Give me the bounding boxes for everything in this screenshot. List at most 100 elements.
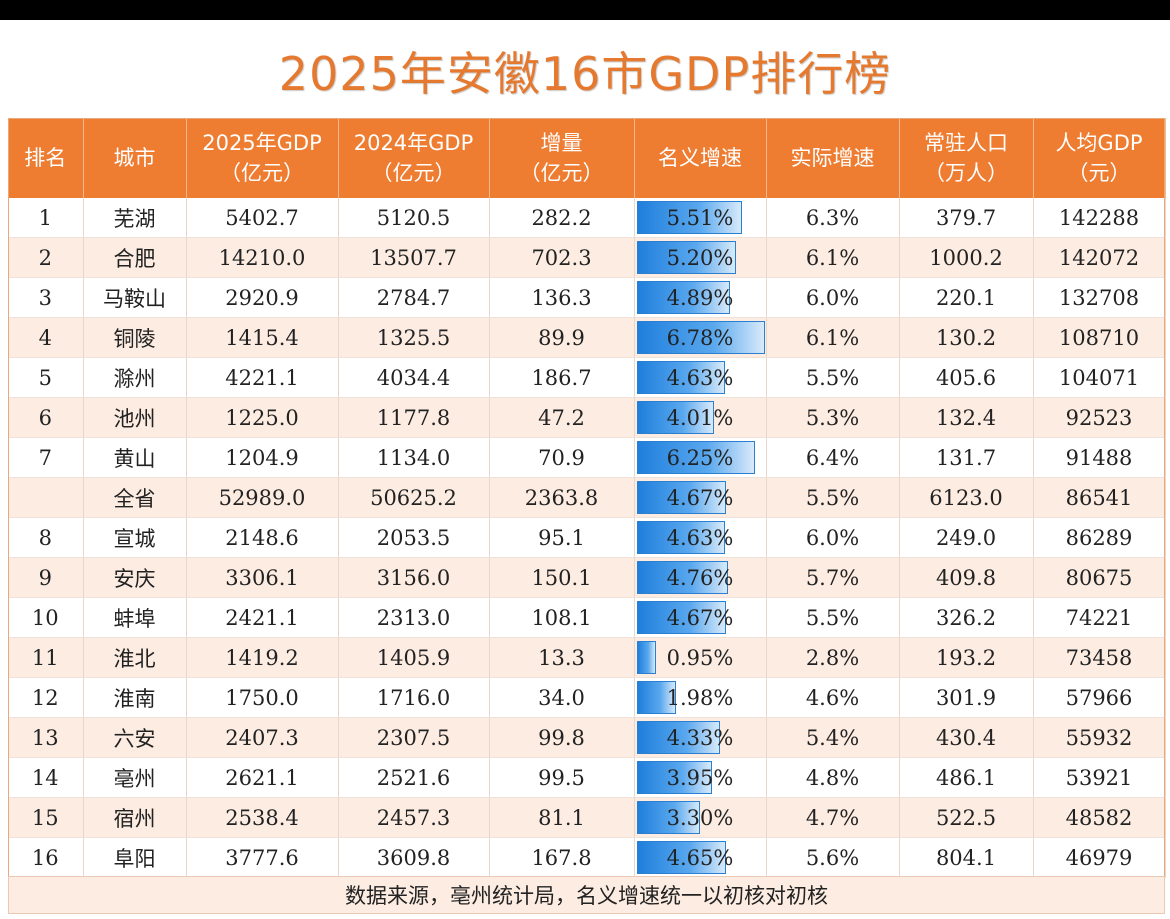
header-label: （亿元）: [519, 161, 604, 185]
data-bar: [636, 481, 726, 514]
cell-gdp-per-capita: 74221: [1033, 597, 1166, 638]
data-bar: [636, 241, 736, 274]
page-title: 2025年安徽16市GDP排行榜: [278, 47, 892, 101]
cell-population: 430.4: [899, 717, 1034, 758]
cell-rank: 15: [8, 797, 84, 838]
cell-nominal-growth: 4.33%: [634, 717, 767, 758]
table-row: 7 黄山 1204.9 1134.0 70.9 6.25% 6.4% 131.7 91488: [8, 437, 1166, 478]
cell-nominal-growth: 6.78%: [634, 317, 767, 358]
cell-real-growth: 6.0%: [766, 517, 900, 558]
cell-city: 黄山: [83, 437, 187, 478]
cell-gdp-2024: 1134.0: [338, 437, 490, 478]
data-bar-label: 4.63%: [666, 525, 734, 550]
header-label: 常驻人口: [924, 131, 1008, 155]
cell-nominal-growth: 4.67%: [634, 477, 767, 518]
table-row: 14 亳州 2621.1 2521.6 99.5 3.95% 4.8% 486.1 53921: [8, 757, 1166, 798]
cell-gdp-2024: 1716.0: [338, 677, 490, 718]
cell-city: 亳州: [83, 757, 187, 798]
cell-population: 301.9: [899, 677, 1034, 718]
cell-increase: 702.3: [489, 237, 635, 278]
cell-rank: 14: [8, 757, 84, 798]
header-rank: 排名: [8, 118, 84, 198]
cell-population: 193.2: [899, 637, 1034, 678]
cell-population: 409.8: [899, 557, 1034, 598]
cell-gdp-2024: 2521.6: [338, 757, 490, 798]
cell-nominal-growth: 0.95%: [634, 637, 767, 678]
data-bar: [636, 801, 701, 834]
cell-gdp-2024: 5120.5: [338, 198, 490, 238]
data-bar-label: 4.67%: [666, 605, 734, 630]
cell-gdp-2024: 3609.8: [338, 837, 490, 878]
cell-real-growth: 6.4%: [766, 437, 900, 478]
cell-real-growth: 5.5%: [766, 597, 900, 638]
cell-rank: 8: [8, 517, 84, 558]
cell-gdp-per-capita: 86289: [1033, 517, 1166, 558]
cell-gdp-per-capita: 91488: [1033, 437, 1166, 478]
cell-gdp-2024: 2053.5: [338, 517, 490, 558]
cell-nominal-growth: 6.25%: [634, 437, 767, 478]
cell-real-growth: 5.3%: [766, 397, 900, 438]
data-bar: [636, 521, 726, 554]
header-label: （元）: [1067, 161, 1131, 185]
header-row: 排名 城市 2025年GDP （亿元） 2024年GDP （亿元） 增量 （亿元） 名义增速 实际…: [8, 118, 1166, 198]
cell-city: 淮北: [83, 637, 187, 678]
cell-city: 阜阳: [83, 837, 187, 878]
cell-gdp-per-capita: 53921: [1033, 757, 1166, 798]
cell-city: 六安: [83, 717, 187, 758]
cell-increase: 282.2: [489, 198, 635, 238]
cell-gdp-2025: 52989.0: [186, 477, 339, 518]
table-row: 3 马鞍山 2920.9 2784.7 136.3 4.89% 6.0% 220.1 13270…: [8, 277, 1166, 318]
cell-city: 全省: [83, 477, 187, 518]
cell-nominal-growth: 3.30%: [634, 797, 767, 838]
cell-city: 宿州: [83, 797, 187, 838]
cell-real-growth: 6.1%: [766, 237, 900, 278]
data-bar-label: 3.95%: [666, 765, 734, 790]
table-row: 全省 52989.0 50625.2 2363.8 4.67% 5.5% 6123.0 865…: [8, 477, 1166, 518]
cell-gdp-2024: 1405.9: [338, 637, 490, 678]
header-label: 城市: [113, 146, 156, 170]
cell-increase: 108.1: [489, 597, 635, 638]
cell-gdp-2025: 2421.1: [186, 597, 339, 638]
cell-increase: 99.8: [489, 717, 635, 758]
cell-nominal-growth: 4.65%: [634, 837, 767, 878]
cell-gdp-per-capita: 55932: [1033, 717, 1166, 758]
table-row: 4 铜陵 1415.4 1325.5 89.9 6.78% 6.1% 130.2 108710: [8, 317, 1166, 358]
cell-real-growth: 5.5%: [766, 477, 900, 518]
data-bar: [636, 841, 726, 874]
cell-gdp-2024: 2784.7: [338, 277, 490, 318]
cell-population: 486.1: [899, 757, 1034, 798]
cell-population: 379.7: [899, 198, 1034, 238]
cell-real-growth: 5.6%: [766, 837, 900, 878]
cell-increase: 95.1: [489, 517, 635, 558]
cell-gdp-per-capita: 104071: [1033, 357, 1166, 398]
cell-gdp-2025: 1419.2: [186, 637, 339, 678]
cell-increase: 167.8: [489, 837, 635, 878]
cell-gdp-2025: 4221.1: [186, 357, 339, 398]
cell-rank: 4: [8, 317, 84, 358]
cell-increase: 70.9: [489, 437, 635, 478]
header-label: 2025年GDP: [202, 131, 322, 155]
data-bar-label: 4.89%: [666, 285, 734, 310]
table-row: 16 阜阳 3777.6 3609.8 167.8 4.65% 5.6% 804.1 46979: [8, 837, 1166, 878]
cell-nominal-growth: 5.20%: [634, 237, 767, 278]
cell-gdp-per-capita: 57966: [1033, 677, 1166, 718]
table-row: 8 宣城 2148.6 2053.5 95.1 4.63% 6.0% 249.0 86289: [8, 517, 1166, 558]
table-row: 11 淮北 1419.2 1405.9 13.3 0.95% 2.8% 193.2 73458: [8, 637, 1166, 678]
cell-increase: 47.2: [489, 397, 635, 438]
cell-rank: 10: [8, 597, 84, 638]
header-label: （亿元）: [371, 161, 456, 185]
cell-gdp-2025: 1204.9: [186, 437, 339, 478]
cell-real-growth: 4.7%: [766, 797, 900, 838]
cell-population: 132.4: [899, 397, 1034, 438]
table-row: 13 六安 2407.3 2307.5 99.8 4.33% 5.4% 430.4 55932: [8, 717, 1166, 758]
header-gdp-2024: 2024年GDP （亿元）: [338, 118, 490, 198]
cell-real-growth: 5.7%: [766, 557, 900, 598]
cell-rank: 3: [8, 277, 84, 318]
data-bar: [636, 761, 713, 794]
top-black-bar: [0, 0, 1170, 20]
data-bar-label: 4.67%: [666, 485, 734, 510]
table-row: 1 芜湖 5402.7 5120.5 282.2 5.51% 6.3% 379.7 142288: [8, 198, 1166, 238]
cell-gdp-2025: 2920.9: [186, 277, 339, 318]
cell-gdp-2024: 2457.3: [338, 797, 490, 838]
cell-rank: 9: [8, 557, 84, 598]
